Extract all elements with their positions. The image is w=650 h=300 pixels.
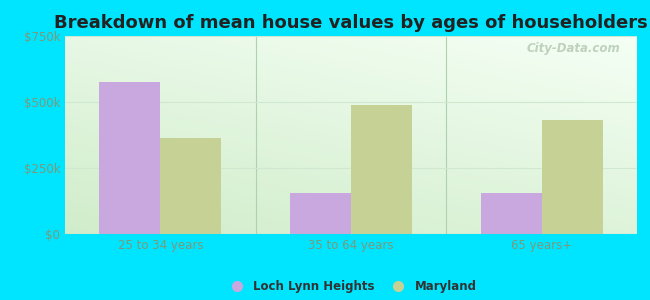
Bar (351, 105, 412, 234)
Bar (290, 193, 351, 234)
Bar (161, 138, 222, 234)
Bar (99, 82, 161, 234)
Legend: Loch Lynn Heights, Maryland: Loch Lynn Heights, Maryland (220, 275, 482, 298)
Text: City-Data.com: City-Data.com (526, 42, 620, 55)
Bar (480, 193, 541, 234)
Title: Breakdown of mean house values by ages of householders: Breakdown of mean house values by ages o… (54, 14, 648, 32)
Bar (541, 121, 603, 234)
